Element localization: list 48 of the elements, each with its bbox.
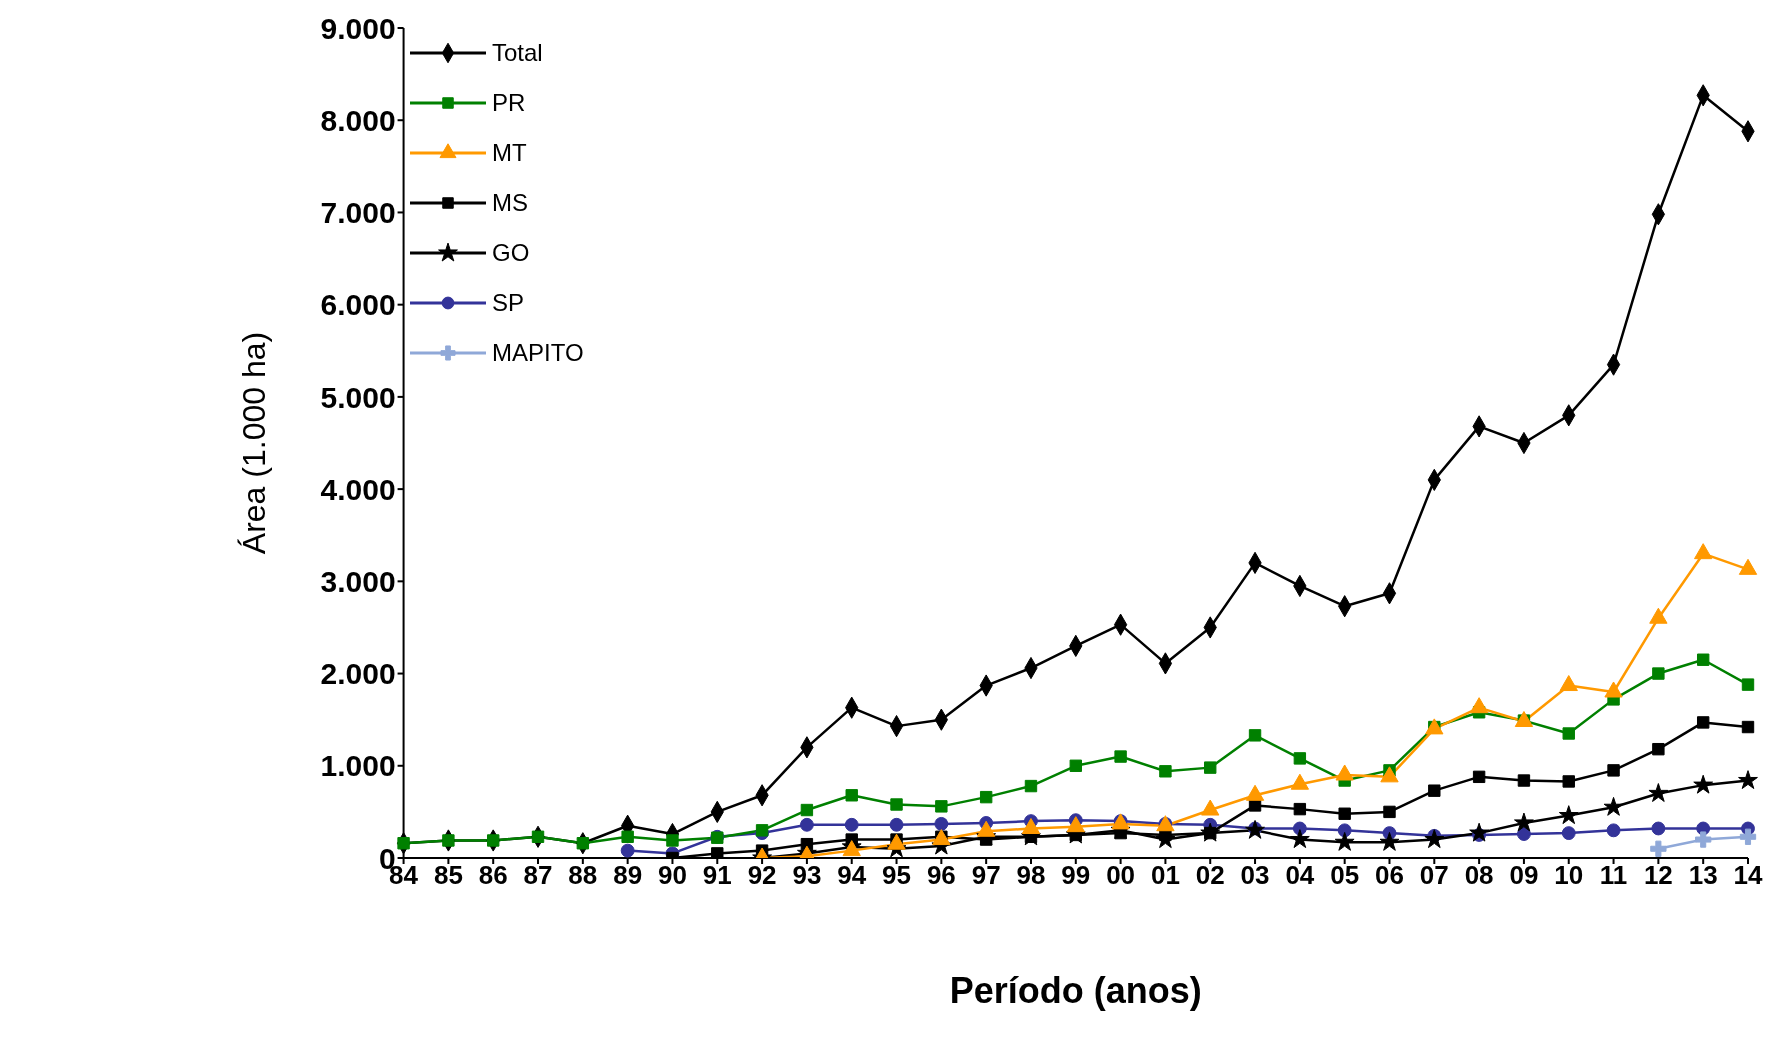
x-tick-label: 00 xyxy=(1106,860,1136,891)
legend-label: SP xyxy=(492,289,525,317)
x-tick-label: 93 xyxy=(792,860,822,891)
x-tick-label: 09 xyxy=(1509,860,1539,891)
x-tick-label: 10 xyxy=(1554,860,1584,891)
x-tick-label: 97 xyxy=(971,860,1001,891)
y-tick-label: 1.000 xyxy=(320,749,396,783)
x-tick-label: 94 xyxy=(837,860,867,891)
y-tick-label: 3.000 xyxy=(320,564,396,598)
x-tick-label: 87 xyxy=(523,860,553,891)
x-tick-label: 99 xyxy=(1061,860,1091,891)
x-tick-label: 95 xyxy=(882,860,911,891)
x-tick-label: 12 xyxy=(1643,860,1673,891)
x-tick-label: 96 xyxy=(926,860,956,891)
x-tick-label: 91 xyxy=(702,860,732,891)
x-tick-label: 05 xyxy=(1330,860,1360,891)
x-tick-label: 11 xyxy=(1599,860,1628,891)
legend-label: MT xyxy=(492,139,527,167)
x-tick-label: 89 xyxy=(613,860,643,891)
x-tick-label: 02 xyxy=(1195,860,1225,891)
x-axis-title: Período (anos) xyxy=(949,970,1202,1011)
y-tick-label: 9.000 xyxy=(320,11,396,45)
y-tick-label: 4.000 xyxy=(320,472,396,506)
y-axis-title: Área (1.000 ha) xyxy=(235,331,272,555)
x-tick-label: 06 xyxy=(1375,860,1404,891)
legend-label: GO xyxy=(492,239,530,267)
x-tick-label: 07 xyxy=(1419,860,1449,891)
legend-label: MAPITO xyxy=(492,339,584,367)
x-tick-label: 04 xyxy=(1285,860,1315,891)
x-tick-label: 88 xyxy=(568,860,598,891)
x-tick-label: 03 xyxy=(1240,860,1270,891)
x-tick-label: 08 xyxy=(1464,860,1494,891)
y-tick-label: 6.000 xyxy=(320,288,396,322)
x-tick-label: 14 xyxy=(1733,860,1763,891)
legend-label: PR xyxy=(492,89,526,117)
legend-label: Total xyxy=(492,39,543,67)
y-tick-label: 5.000 xyxy=(320,380,396,414)
y-tick-label: 8.000 xyxy=(320,103,396,137)
x-tick-label: 85 xyxy=(433,860,463,891)
x-tick-label: 13 xyxy=(1688,860,1718,891)
x-tick-label: 86 xyxy=(478,860,508,891)
x-tick-label: 92 xyxy=(747,860,777,891)
x-tick-label: 90 xyxy=(658,860,687,891)
y-tick-label: 7.000 xyxy=(320,196,396,230)
y-tick-label: 2.000 xyxy=(320,657,396,691)
x-tick-label: 98 xyxy=(1016,860,1046,891)
legend-label: MS xyxy=(492,189,528,217)
x-tick-label: 01 xyxy=(1150,860,1180,891)
